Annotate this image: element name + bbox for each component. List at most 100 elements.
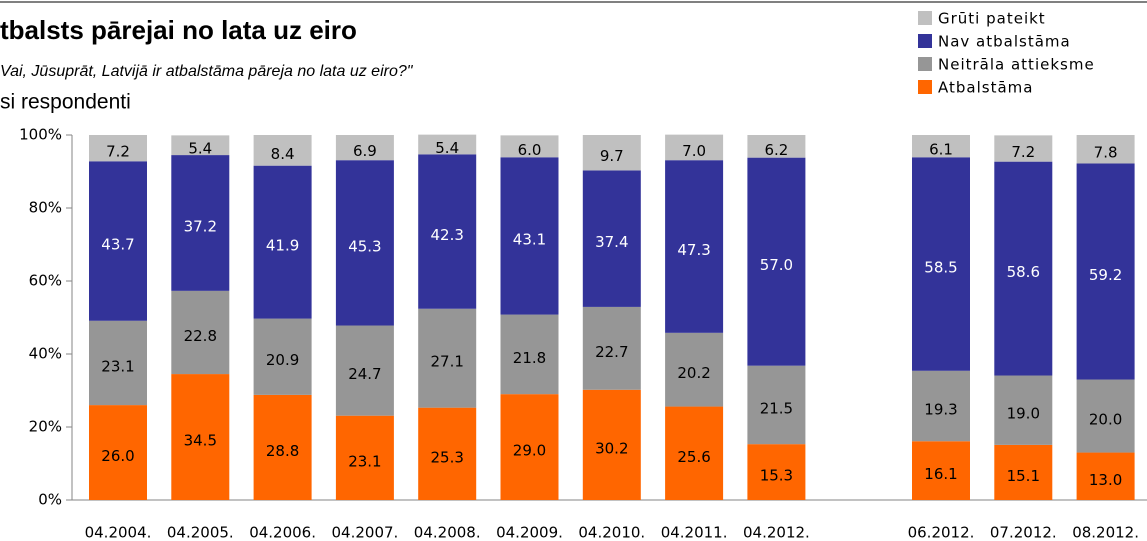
bar-segment xyxy=(253,318,312,395)
y-tick-label: 100% xyxy=(19,126,62,144)
legend-swatch xyxy=(918,34,932,48)
data-label: 43.7 xyxy=(101,236,134,254)
data-label: 13.0 xyxy=(1089,471,1122,489)
bar-segment xyxy=(500,157,559,315)
data-label: 57.0 xyxy=(760,256,793,274)
bar-segment xyxy=(171,290,230,375)
bar-segment xyxy=(89,320,147,406)
data-label: 21.8 xyxy=(513,349,546,367)
data-label: 28.8 xyxy=(266,442,299,460)
legend-label: Grūti pateikt xyxy=(938,10,1046,28)
data-label: 15.1 xyxy=(1007,467,1040,485)
bar-segment xyxy=(335,135,394,161)
data-label: 43.1 xyxy=(513,230,546,248)
bar-segment xyxy=(665,160,724,333)
legend-swatch xyxy=(918,11,932,25)
y-tick-label: 0% xyxy=(38,491,62,509)
data-label: 7.2 xyxy=(106,143,130,161)
bar-segment xyxy=(418,134,477,155)
bar-segment xyxy=(418,154,477,309)
data-label: 23.1 xyxy=(348,452,381,470)
x-tick-label: 08.2012. xyxy=(1072,524,1139,541)
x-tick-label: 04.2005. xyxy=(167,524,234,541)
bar-segment xyxy=(747,135,806,158)
y-tick-label: 20% xyxy=(29,418,62,436)
bar-segment xyxy=(912,441,970,500)
data-label: 7.2 xyxy=(1011,143,1035,161)
data-label: 7.0 xyxy=(682,142,706,160)
data-label: 5.4 xyxy=(188,140,212,158)
chart-subtitle: Vai, Jūsuprāt, Latvijā ir atbalstāma pār… xyxy=(0,63,414,80)
data-label: 37.4 xyxy=(595,233,628,251)
data-label: 27.1 xyxy=(430,353,463,371)
x-tick-label: 04.2011. xyxy=(661,524,728,541)
data-label: 30.2 xyxy=(595,439,628,457)
data-label: 6.0 xyxy=(518,141,542,159)
bar-segment xyxy=(582,389,641,500)
chart-title: tbalsts pārejai no lata uz eiro xyxy=(0,15,357,45)
data-label: 6.9 xyxy=(353,142,377,160)
x-tick-label: 04.2008. xyxy=(414,524,481,541)
x-tick-label: 04.2004. xyxy=(85,524,152,541)
data-label: 24.7 xyxy=(348,365,381,383)
bar-segment xyxy=(747,365,806,445)
data-label: 22.7 xyxy=(595,343,628,361)
data-label: 25.3 xyxy=(430,448,463,466)
data-label: 41.9 xyxy=(266,237,299,255)
bar-segment xyxy=(1076,135,1135,164)
data-label: 22.8 xyxy=(184,327,217,345)
bar-segment xyxy=(253,165,312,319)
bar-segment xyxy=(994,135,1053,162)
bar-segment xyxy=(89,161,147,321)
bar-segment xyxy=(912,135,970,158)
bar-segment xyxy=(171,135,230,156)
legend-swatch xyxy=(918,57,932,71)
data-label: 26.0 xyxy=(101,447,134,465)
bar-segment xyxy=(171,374,230,500)
bar-segment xyxy=(912,157,970,371)
y-tick-label: 40% xyxy=(29,345,62,363)
data-label: 6.1 xyxy=(929,141,953,159)
data-label: 15.3 xyxy=(760,467,793,485)
x-tick-label: 04.2006. xyxy=(249,524,316,541)
bar-segment xyxy=(418,407,477,500)
data-label: 9.7 xyxy=(600,147,624,165)
legend-label: Atbalstāma xyxy=(938,79,1033,97)
bar-segment xyxy=(500,314,559,395)
y-tick-label: 80% xyxy=(29,199,62,217)
data-label: 23.1 xyxy=(101,357,134,375)
x-tick-label: 04.2009. xyxy=(496,524,563,541)
bar-segment xyxy=(500,394,559,500)
data-label: 19.3 xyxy=(924,401,957,419)
bar-segment xyxy=(747,444,806,500)
bar-segment xyxy=(1076,163,1135,380)
data-label: 16.1 xyxy=(924,465,957,483)
data-label: 45.3 xyxy=(348,237,381,255)
bar-segment xyxy=(912,370,970,442)
bar-segment xyxy=(500,135,559,158)
bar-segment xyxy=(89,405,147,500)
data-label: 58.5 xyxy=(924,259,957,277)
data-label: 34.5 xyxy=(184,432,217,450)
y-tick-label: 60% xyxy=(29,272,62,290)
bar-segment xyxy=(335,160,394,326)
data-label: 42.3 xyxy=(430,226,463,244)
data-label: 47.3 xyxy=(677,241,710,259)
bar-segment xyxy=(171,155,230,291)
bar-segment xyxy=(994,161,1053,376)
bar-segment xyxy=(1076,379,1135,453)
chart-note: si respondenti xyxy=(0,91,131,114)
bar-segment xyxy=(994,444,1053,500)
bar-segment xyxy=(1076,452,1135,500)
data-label: 20.9 xyxy=(266,351,299,369)
bar-segment xyxy=(89,135,147,162)
bar-segment xyxy=(665,406,724,500)
bar-segment xyxy=(665,332,724,407)
bar-segment xyxy=(253,135,312,166)
data-label: 19.0 xyxy=(1007,405,1040,423)
x-tick-label: 07.2012. xyxy=(990,524,1057,541)
data-label: 20.2 xyxy=(677,364,710,382)
bar-segment xyxy=(994,375,1053,445)
